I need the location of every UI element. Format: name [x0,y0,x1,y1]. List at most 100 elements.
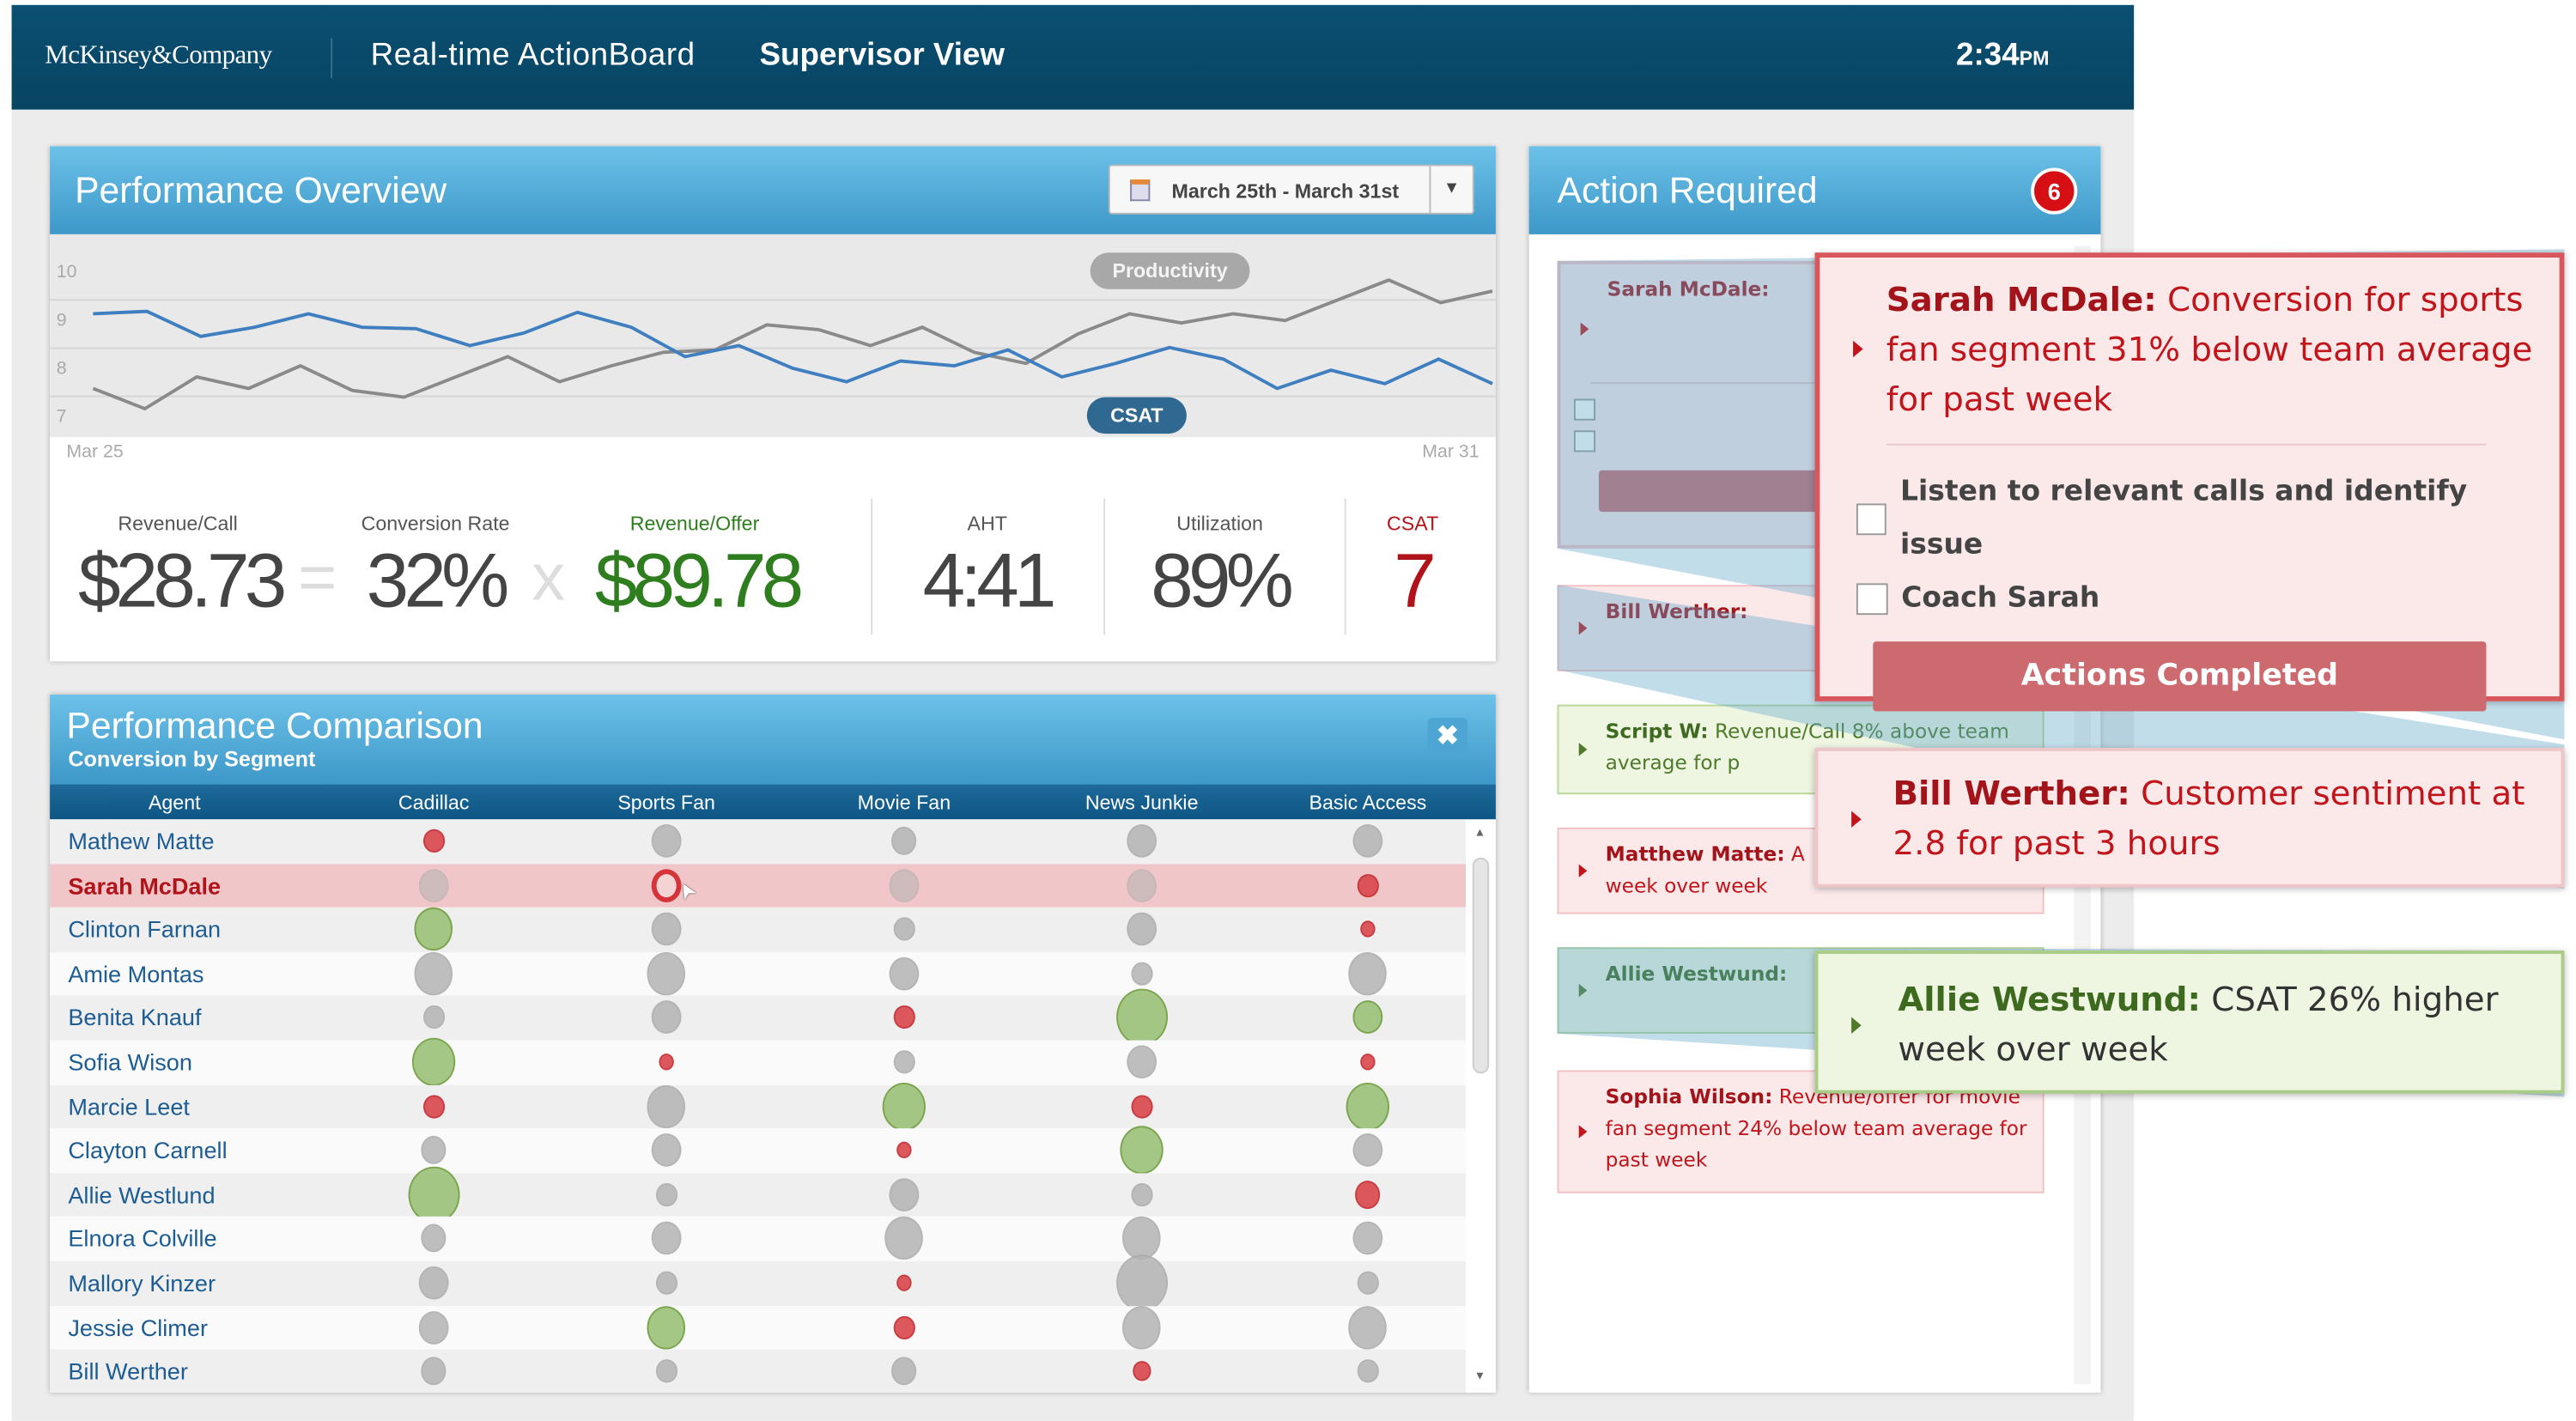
table-row[interactable]: Sarah McDale ➤ [50,863,1467,908]
segment-bubble-below[interactable] [1133,1361,1151,1382]
segment-bubble-neutral[interactable] [1348,951,1388,995]
segment-bubble-neutral[interactable] [889,868,920,902]
scroll-thumb[interactable] [1472,857,1490,1074]
callout-sarah-mcdale[interactable]: Sarah McDale: Conversion for sports fan … [1814,252,2565,712]
segment-bubble-neutral[interactable] [418,1266,449,1300]
checkbox[interactable] [1573,398,1596,421]
segment-bubble-neutral[interactable] [1127,868,1157,902]
segment-bubble-neutral[interactable] [1352,1222,1383,1256]
table-row[interactable]: Clinton Farnan [50,908,1467,952]
table-row[interactable]: Mallory Kinzer [50,1254,1467,1312]
segment-bubble-neutral[interactable] [1116,1254,1168,1312]
segment-bubble-below[interactable] [651,868,682,902]
column-header[interactable]: News Junkie [1084,791,1199,815]
agent-name[interactable]: Sarah McDale [68,871,222,899]
segment-bubble-neutral[interactable] [651,1222,682,1256]
table-row[interactable]: Jessie Climer [50,1305,1467,1350]
actions-completed-button[interactable]: Actions Completed [1873,641,2487,712]
segment-bubble-neutral[interactable] [421,1136,447,1165]
table-row[interactable]: Mathew Matte [50,819,1467,864]
agent-name[interactable]: Amie Montas [68,960,204,987]
segment-bubble-below[interactable] [1360,920,1376,938]
segment-bubble-above[interactable] [408,1166,459,1224]
segment-bubble-neutral[interactable] [893,1050,915,1074]
segment-bubble-neutral[interactable] [651,1000,682,1035]
segment-bubble-neutral[interactable] [893,917,915,941]
segment-bubble-above[interactable] [647,1305,686,1349]
segment-bubble-neutral[interactable] [418,1310,449,1345]
column-header[interactable]: Basic Access [1309,791,1427,815]
segment-bubble-above[interactable] [1120,1126,1163,1175]
segment-bubble-neutral[interactable] [884,1217,924,1260]
segment-bubble-neutral[interactable] [1127,912,1157,946]
table-row[interactable]: Amie Montas [50,951,1467,997]
segment-bubble-neutral[interactable] [1357,1271,1379,1295]
column-header[interactable]: Sports Fan [617,791,715,815]
segment-bubble-neutral[interactable] [647,1084,686,1128]
callout-bill-werther[interactable]: Bill Werther: Customer sentiment at 2.8 … [1814,747,2565,888]
segment-bubble-neutral[interactable] [414,951,453,995]
close-icon[interactable]: ✖ [1427,718,1468,758]
checkbox[interactable] [1573,430,1596,452]
segment-bubble-above[interactable] [1116,989,1168,1047]
segment-bubble-neutral[interactable] [889,956,920,991]
checkbox[interactable] [1856,502,1887,535]
scrollbar[interactable]: ▲ ▼ [1471,828,1491,1389]
agent-name[interactable]: Benita Knauf [68,1004,202,1031]
segment-bubble-neutral[interactable] [891,826,917,855]
table-row[interactable]: Marcie Leet [50,1082,1467,1131]
segment-bubble-below[interactable] [896,1274,912,1291]
segment-bubble-neutral[interactable] [891,1357,917,1386]
segment-bubble-neutral[interactable] [1131,1182,1152,1206]
segment-bubble-below[interactable] [896,1142,912,1159]
segment-bubble-below[interactable] [893,1005,915,1029]
segment-bubble-neutral[interactable] [1122,1305,1162,1349]
segment-bubble-above[interactable] [414,908,453,951]
column-header[interactable]: Agent [148,791,201,815]
segment-bubble-below[interactable] [1357,873,1379,897]
date-range-picker[interactable]: March 25th - March 31st ▼ [1108,164,1474,215]
agent-name[interactable]: Jessie Climer [68,1314,208,1341]
segment-bubble-neutral[interactable] [655,1182,677,1206]
segment-bubble-below[interactable] [422,1094,445,1118]
scroll-up-icon[interactable]: ▲ [1473,827,1486,840]
segment-bubble-neutral[interactable] [421,1224,447,1254]
segment-bubble-neutral[interactable] [1127,823,1157,858]
segment-bubble-neutral[interactable] [655,1359,677,1383]
agent-name[interactable]: Mallory Kinzer [68,1269,216,1297]
segment-bubble-below[interactable] [659,1054,674,1071]
segment-bubble-neutral[interactable] [651,823,682,858]
segment-bubble-below[interactable] [422,829,445,853]
action-card-sophia-wilson[interactable]: Sophia Wilson: Revenue/offer for movie f… [1557,1070,2044,1193]
segment-bubble-neutral[interactable] [651,912,682,946]
segment-bubble-below[interactable] [1355,1180,1381,1209]
segment-bubble-above[interactable] [1352,1000,1383,1035]
table-row[interactable]: Sofia Wison [50,1037,1467,1086]
segment-bubble-neutral[interactable] [418,868,449,902]
scroll-down-icon[interactable]: ▼ [1473,1370,1486,1383]
table-row[interactable]: Allie Westlund [50,1166,1467,1224]
segment-bubble-neutral[interactable] [655,1271,677,1295]
agent-name[interactable]: Mathew Matte [68,827,215,854]
task-listen-calls[interactable] [1573,394,2027,426]
column-header[interactable]: Movie Fan [857,791,951,815]
segment-bubble-neutral[interactable] [1122,1217,1162,1260]
agent-name[interactable]: Bill Werther [68,1357,188,1385]
callout-allie-westwund[interactable]: Allie Westwund: CSAT 26% higher week ove… [1814,950,2565,1094]
segment-bubble-below[interactable] [893,1315,915,1339]
checkbox[interactable] [1856,582,1888,615]
task-coach[interactable] [1573,425,2027,457]
agent-name[interactable]: Elnora Colville [68,1225,217,1253]
segment-bubble-neutral[interactable] [651,1133,682,1168]
segment-bubble-below[interactable] [1360,1054,1376,1071]
segment-bubble-neutral[interactable] [1352,823,1383,858]
agent-name[interactable]: Marcie Leet [68,1092,190,1120]
agent-name[interactable]: Allie Westlund [68,1181,216,1208]
table-row[interactable]: Benita Knauf [50,989,1467,1047]
segment-bubble-neutral[interactable] [1348,1305,1388,1349]
segment-bubble-neutral[interactable] [889,1177,920,1211]
segment-bubble-neutral[interactable] [1352,1133,1383,1168]
segment-bubble-neutral[interactable] [1131,962,1152,986]
column-header[interactable]: Cadillac [398,791,470,815]
segment-bubble-neutral[interactable] [647,951,686,995]
